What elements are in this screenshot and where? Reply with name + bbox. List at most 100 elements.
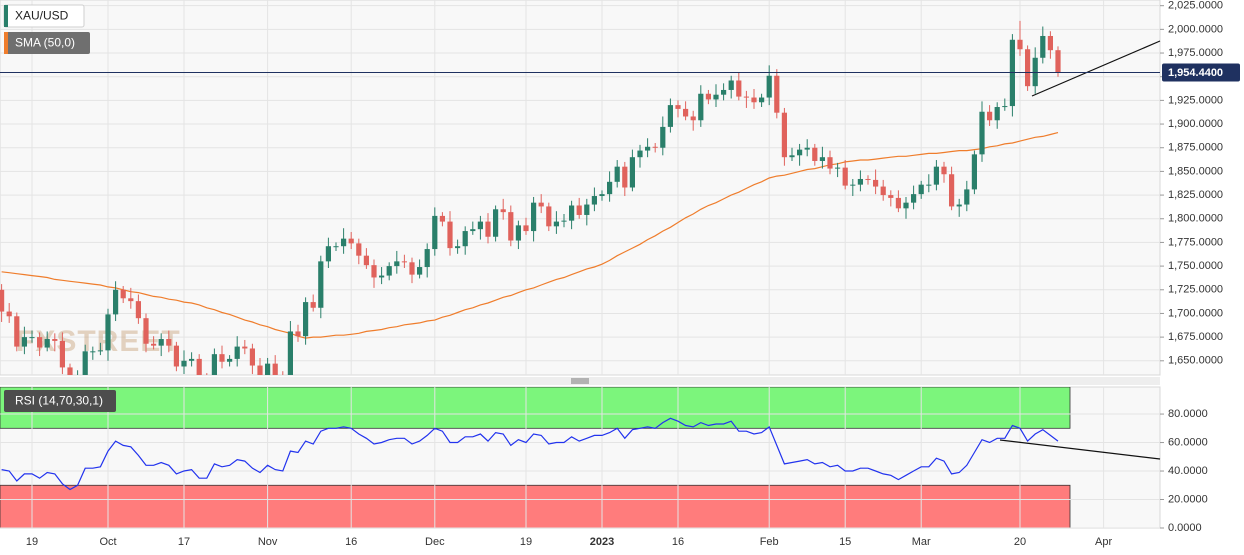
current-price-box — [1162, 63, 1240, 82]
candle-body — [721, 89, 727, 95]
candle-body — [371, 265, 377, 278]
candle-body — [158, 339, 164, 346]
y-tick-label: 1,875.0000 — [1168, 142, 1223, 154]
candle-body — [766, 75, 772, 98]
candle-body — [865, 178, 871, 180]
candle-body — [485, 221, 491, 237]
candle-body — [82, 351, 88, 375]
candle-body — [90, 351, 96, 353]
candle-body — [363, 255, 369, 266]
candle-body — [713, 94, 719, 100]
legend-box — [4, 390, 116, 412]
candle-body — [812, 147, 818, 161]
legend-box — [4, 32, 90, 54]
y-tick-label: 1,750.0000 — [1168, 260, 1223, 272]
candle-body — [52, 339, 58, 341]
candle-body — [6, 311, 12, 317]
candle-body — [143, 318, 149, 344]
x-tick-label: 16 — [672, 536, 684, 548]
candle-body — [888, 195, 894, 198]
candle-body — [911, 194, 917, 203]
candle-body — [926, 184, 932, 186]
x-tick-label: Feb — [760, 536, 779, 548]
candle-body — [447, 221, 453, 249]
candle-body — [637, 150, 643, 158]
x-tick-label: Dec — [425, 536, 445, 548]
candle-body — [781, 112, 787, 158]
candle-body — [629, 157, 635, 188]
candle-body — [493, 209, 499, 237]
candle-body — [0, 289, 5, 312]
candle-body — [979, 111, 985, 155]
candle-body — [272, 363, 278, 375]
candle-body — [1032, 57, 1038, 87]
candle-body — [531, 202, 537, 232]
x-tick-label: Mar — [912, 536, 931, 548]
x-tick-label: 2023 — [590, 536, 614, 548]
candle-body — [151, 343, 157, 346]
candle-body — [265, 363, 271, 375]
price-grid — [0, 0, 1160, 375]
candle-body — [546, 206, 552, 227]
legend-label: RSI (14,70,30,1) — [15, 394, 103, 408]
candle-body — [1002, 106, 1008, 108]
y-tick-label: 60.0000 — [1168, 436, 1208, 448]
rsi-plot — [1, 417, 1059, 491]
overbought-band — [0, 387, 1071, 429]
candle-body — [508, 212, 514, 241]
candle-body — [827, 157, 833, 169]
candle-body — [652, 146, 658, 148]
candle-body — [728, 80, 734, 90]
y-tick-label: 1,775.0000 — [1168, 236, 1223, 248]
trend-line[interactable] — [1031, 40, 1161, 97]
candle-body — [683, 108, 689, 117]
candle-body — [1055, 50, 1061, 73]
candle-body — [842, 167, 848, 186]
candle-body — [196, 358, 202, 375]
divider-handle[interactable] — [571, 378, 589, 384]
legend-item[interactable]: SMA (50,0) — [4, 32, 90, 54]
y-tick-label: 2,000.0000 — [1168, 23, 1223, 35]
candle-body — [59, 340, 65, 368]
candle-body — [789, 155, 795, 158]
candle-body — [607, 181, 613, 195]
legend-swatch — [4, 5, 8, 27]
y-tick-label: 1,975.0000 — [1168, 47, 1223, 59]
candle-body — [29, 337, 35, 339]
candle-body — [356, 243, 362, 256]
candle-body — [135, 301, 141, 319]
candle-body — [675, 105, 681, 109]
candle-body — [44, 339, 50, 348]
candle-body — [1025, 49, 1031, 87]
x-tick-label: 19 — [520, 536, 532, 548]
legend-label: XAU/USD — [15, 9, 69, 23]
legend-item[interactable]: RSI (14,70,30,1) — [4, 390, 116, 412]
candle-body — [348, 238, 354, 244]
candle-body — [591, 196, 597, 205]
y-tick-label: 40.0000 — [1168, 465, 1208, 477]
candle-body — [835, 167, 841, 169]
line-series — [1, 132, 1059, 339]
candle-body — [797, 149, 803, 156]
rsi-grid — [0, 387, 1160, 528]
x-tick-label: 15 — [839, 536, 851, 548]
x-tick-label: Nov — [258, 536, 278, 548]
candle-body — [409, 262, 415, 275]
candle-body — [173, 345, 179, 367]
trend-line[interactable] — [999, 439, 1161, 460]
candle-body — [523, 225, 529, 232]
candle-body — [318, 261, 324, 308]
x-tick-label: 20 — [1014, 536, 1026, 548]
candle-body — [181, 360, 187, 367]
candle-body — [569, 205, 575, 221]
candle-body — [242, 346, 248, 349]
candle-body — [705, 93, 711, 100]
candle-body — [667, 105, 673, 127]
candle-body — [622, 166, 628, 188]
candle-body — [698, 93, 704, 121]
oversold-band — [0, 484, 1071, 528]
candle-body — [941, 166, 947, 175]
candle-body — [736, 80, 742, 97]
legend-item[interactable]: XAU/USD — [3, 4, 85, 28]
